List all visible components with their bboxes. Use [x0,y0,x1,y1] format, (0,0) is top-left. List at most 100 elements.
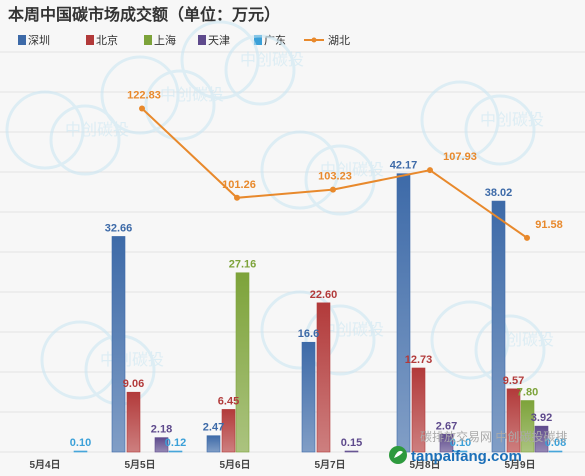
line-point [139,105,145,112]
x-tick-label: 5月5日 [124,459,155,471]
bar-天津-5月7日 [344,450,359,453]
brand-watermark: 碳排放交易网 中创碳投碳排 tanpaifang.com [389,429,567,465]
watermark-text: 中创碳投 [240,51,304,69]
bar-label: 0.15 [341,437,362,449]
bar-label: 6.45 [218,395,239,407]
legend-label: 湖北 [328,34,350,47]
bar-深圳-5月7日 [301,341,316,453]
line-label: 107.93 [443,151,477,163]
bar-深圳-5月5日 [111,236,126,453]
legend-swatch [18,35,26,45]
bar-天津-5月8日 [439,434,454,453]
legend-swatch [198,35,206,45]
x-tick-label: 5月7日 [314,459,345,471]
x-tick-label: 5月4日 [29,459,60,471]
line-point [330,186,336,193]
x-axis: 5月4日 5月5日 5月6日 5月7日 5月8日 5月9日 [29,459,535,471]
watermark-text: 中创碳投 [480,111,544,129]
watermark-circle [430,300,510,380]
bar-label: 2.67 [436,420,457,432]
x-tick-label: 5月9日 [504,459,535,471]
watermark-circle [5,90,85,170]
watermark-circle [420,80,500,160]
watermark-text: 中创碳投 [65,121,129,139]
legend-marker [311,37,317,43]
leaf-shape-icon [394,450,403,458]
legend-label: 天津 [208,34,230,47]
bar-label: 32.66 [105,222,133,234]
watermark-circle [49,104,121,176]
bar-label: 0.10 [70,437,91,449]
x-tick-label: 5月6日 [219,459,250,471]
bar-广东-5月8日 [453,450,468,453]
legend-swatch [86,35,94,45]
watermark-text: 中创碳投 [100,351,164,369]
line-point [427,167,433,174]
bar-label: 7.80 [517,387,538,399]
watermark-text: 中创碳投 [160,86,224,104]
brand-text: tanpaifang.com [411,448,522,465]
bar-广东-5月9日 [548,450,563,453]
bar-北京-5月9日 [506,388,521,453]
bar-天津-5月5日 [154,437,169,453]
line-label: 101.26 [222,179,256,191]
legend-label: 北京 [96,33,118,47]
bar-深圳-5月9日 [491,200,506,453]
chart-title: 本周中国碳市场成交额（单位：万元） [8,5,280,24]
bars [73,173,563,453]
bar-label: 12.73 [405,354,433,366]
bar-label: 38.02 [485,187,513,199]
watermark-circle [304,304,376,376]
watermark-circle [224,34,296,106]
line-point [524,234,530,241]
bar-label: 9.57 [503,375,524,387]
line-label: 91.58 [535,219,563,231]
bar-label: 3.92 [531,412,552,424]
bar-label: 0.08 [545,437,566,449]
watermark-circle [144,69,216,141]
watermark-circle [464,94,536,166]
watermark-circle [304,144,376,216]
bar-北京-5月8日 [411,367,426,453]
bar-上海-5月9日 [520,400,535,453]
bar-label: 2.18 [151,424,172,436]
data-labels: 32.66 2.47 16.6 42.17 38.02 9.06 6.45 22.60 12.7… [70,89,566,449]
watermark-circle [260,290,340,370]
bar-label: 22.60 [310,289,338,301]
watermark-circle [474,314,546,386]
legend-label: 深圳 [28,34,50,47]
x-tick-label: 5月8日 [409,459,440,471]
bar-label: 27.16 [229,259,257,271]
bar-天津-5月9日 [534,425,549,453]
bar-深圳-5月6日 [206,435,221,453]
bar-label: 9.06 [123,378,144,390]
legend: 深圳 北京 上海 天津 广东 湖北 [18,33,350,47]
bar-label: 2.47 [203,422,224,434]
bar-北京-5月6日 [221,409,236,453]
watermark-text: 中创碳投 [490,331,554,349]
watermark-circle [260,130,340,210]
bar-北京-5月7日 [316,302,331,453]
bar-label: 0.10 [450,437,471,449]
watermark-text: 中创碳投 [320,321,384,339]
bar-上海-5月6日 [235,272,250,453]
legend-swatch [254,35,262,45]
watermark-text: 中创碳投 [320,161,384,179]
bar-北京-5月5日 [126,391,141,453]
bar-label: 42.17 [390,160,418,172]
watermark-circle [180,20,260,100]
overlay-text: 碳排放交易网 中创碳投碳排 [420,429,567,444]
line-point [234,194,240,201]
bar-广东-5月4日 [73,450,88,453]
legend-label: 上海 [154,33,176,47]
bar-广东-5月5日 [168,450,183,453]
line-label: 103.23 [318,171,352,183]
line-series-hubei [139,105,530,241]
bar-label: 0.12 [165,437,186,449]
legend-swatch [144,35,152,45]
line-label: 122.83 [127,89,161,101]
watermark-circle [100,55,180,135]
bar-label: 16.6 [298,328,319,340]
